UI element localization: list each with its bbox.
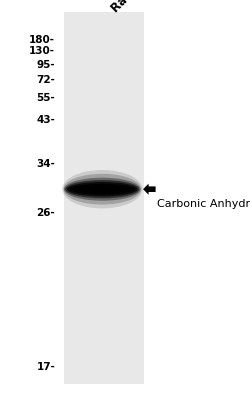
Ellipse shape [74, 186, 129, 193]
Ellipse shape [70, 184, 134, 194]
Text: 55-: 55- [36, 93, 55, 103]
Text: 72-: 72- [36, 75, 55, 85]
Ellipse shape [65, 180, 139, 198]
Text: Carbonic Anhydrase 1/CA1: Carbonic Anhydrase 1/CA1 [156, 199, 250, 209]
Ellipse shape [67, 182, 137, 196]
FancyArrow shape [142, 184, 155, 195]
Text: Rat Brain: Rat Brain [109, 0, 162, 15]
Ellipse shape [63, 174, 141, 204]
Text: 43-: 43- [36, 115, 55, 125]
Ellipse shape [62, 170, 142, 208]
Text: 95-: 95- [36, 60, 55, 70]
Text: 26-: 26- [36, 208, 55, 218]
Text: 17-: 17- [36, 362, 55, 372]
Text: 34-: 34- [36, 159, 55, 169]
Ellipse shape [64, 178, 140, 201]
Text: 180-: 180- [29, 35, 55, 45]
Bar [64, 12, 144, 384]
Text: 130-: 130- [29, 46, 55, 56]
